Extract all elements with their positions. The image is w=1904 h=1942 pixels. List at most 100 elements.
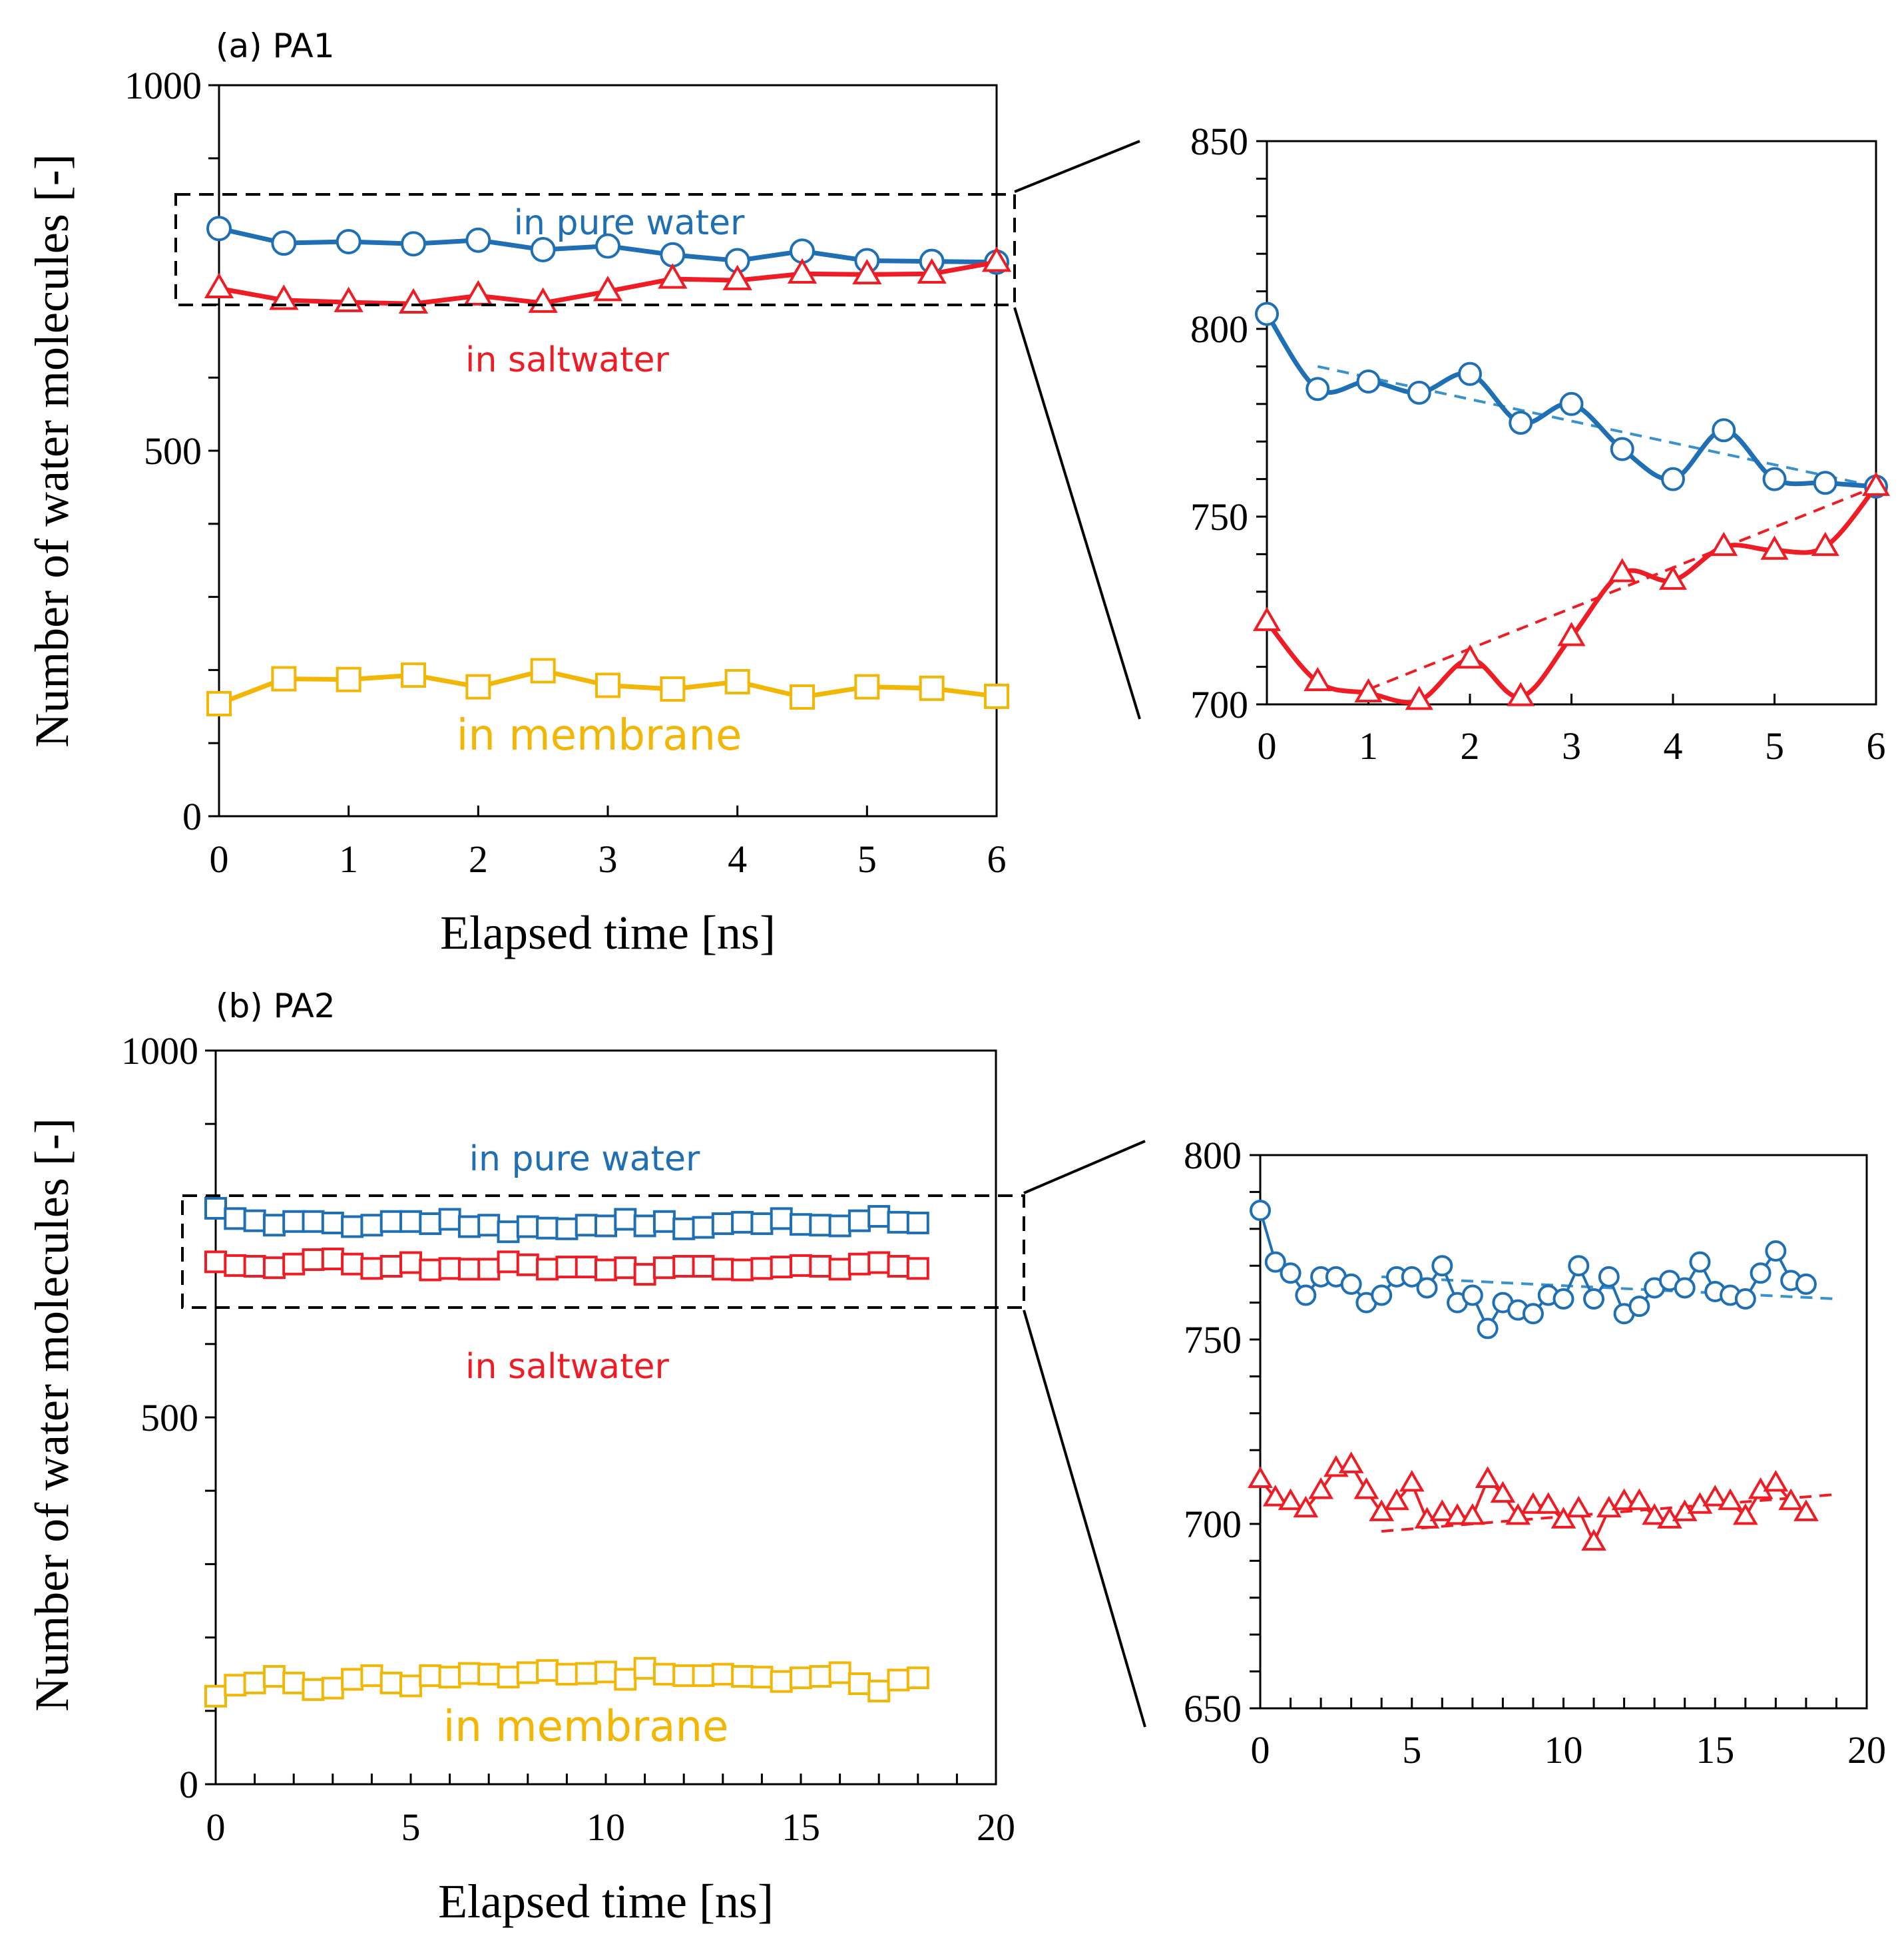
b_zoom-point-in-pure-water bbox=[1628, 1296, 1650, 1318]
b_main-point-in-pure-water bbox=[360, 1214, 383, 1237]
b_main-point-in-membrane bbox=[321, 1676, 344, 1700]
b-main-ticks: 0 5 10 15 20 0 500 1000 bbox=[121, 1029, 1015, 1849]
a_main-ytick-label: 500 bbox=[144, 429, 202, 473]
a-zoom-plot-frame bbox=[1266, 140, 1877, 706]
b_main-point-in-membrane bbox=[692, 1664, 715, 1687]
b_zoom-point-in-saltwater bbox=[1535, 1492, 1561, 1514]
a-annot-saltwater: in saltwater bbox=[465, 340, 670, 380]
b_main-point-in-saltwater bbox=[419, 1258, 442, 1282]
b_zoom-point-in-saltwater bbox=[1384, 1488, 1409, 1511]
b_main-point-in-membrane bbox=[419, 1664, 442, 1687]
b_main-point-in-membrane bbox=[536, 1659, 559, 1682]
b_main-point-in-membrane bbox=[790, 1666, 812, 1690]
b_main-point-in-saltwater bbox=[867, 1251, 891, 1274]
b_main-point-in-saltwater bbox=[633, 1263, 656, 1286]
b_main-point-in-pure-water bbox=[477, 1214, 501, 1237]
b_main-point-in-pure-water bbox=[341, 1215, 364, 1238]
b_main-point-in-membrane bbox=[282, 1671, 306, 1694]
b_main-point-in-pure-water bbox=[243, 1209, 266, 1232]
b_main-point-in-saltwater bbox=[282, 1252, 306, 1276]
b_zoom-point-in-saltwater bbox=[1521, 1492, 1546, 1514]
b_main-point-in-membrane bbox=[595, 1660, 617, 1684]
panel-a-label: (a) PA1 bbox=[216, 27, 335, 65]
b_main-point-in-saltwater bbox=[731, 1258, 754, 1282]
a_zoom-point-in-pure-water bbox=[1509, 411, 1533, 435]
b_main-point-in-saltwater bbox=[360, 1257, 383, 1280]
b_zoom-point-in-saltwater bbox=[1550, 1507, 1576, 1529]
b_zoom-ytick-label: 650 bbox=[1184, 1687, 1242, 1730]
b_zoom-point-in-saltwater bbox=[1399, 1469, 1425, 1492]
b_main-point-in-saltwater bbox=[457, 1258, 481, 1281]
b_main-point-in-saltwater bbox=[262, 1256, 286, 1280]
b_main-point-in-saltwater bbox=[711, 1258, 734, 1281]
b_main-xtick-label: 0 bbox=[206, 1806, 226, 1849]
b_zoom-point-in-pure-water bbox=[1340, 1273, 1362, 1295]
a-zoom-connector-bottom bbox=[1013, 307, 1141, 720]
b_zoom-point-in-saltwater bbox=[1445, 1503, 1470, 1525]
b_main-point-in-pure-water bbox=[809, 1214, 832, 1237]
b_main-point-in-saltwater bbox=[887, 1254, 910, 1278]
a_main-point-in-saltwater bbox=[722, 264, 752, 290]
a_zoom-ytick-label: 700 bbox=[1190, 683, 1248, 726]
b_main-point-in-pure-water bbox=[379, 1210, 403, 1233]
b_main-point-in-pure-water bbox=[555, 1217, 579, 1240]
b_main-point-in-saltwater bbox=[906, 1257, 929, 1280]
b_main-point-in-saltwater bbox=[595, 1258, 617, 1282]
b_zoom-trendline-in-pure-water bbox=[1381, 1275, 1837, 1301]
b_main-point-in-saltwater bbox=[750, 1257, 774, 1280]
b_zoom-point-in-saltwater bbox=[1778, 1488, 1803, 1511]
b_main-point-in-membrane bbox=[906, 1666, 929, 1690]
b_main-point-in-saltwater bbox=[379, 1254, 403, 1278]
a_zoom-point-in-saltwater bbox=[1304, 666, 1332, 692]
a-main-x-axis-label: Elapsed time [ns] bbox=[440, 906, 776, 959]
b_zoom-point-in-saltwater bbox=[1353, 1477, 1379, 1499]
a_main-point-in-saltwater bbox=[593, 276, 623, 302]
b-zoom-ticks: 0 5 10 15 20 650 700 750 800 bbox=[1184, 1134, 1886, 1772]
b_main-point-in-pure-water bbox=[652, 1210, 676, 1233]
a-main-series bbox=[204, 216, 1012, 716]
b_main-point-in-membrane bbox=[809, 1665, 832, 1688]
b_main-point-in-membrane bbox=[243, 1671, 266, 1694]
a_main-point-in-membrane bbox=[660, 676, 686, 702]
b_main-point-in-pure-water bbox=[224, 1207, 247, 1230]
a_main-point-in-saltwater bbox=[917, 258, 947, 284]
b_main-point-in-saltwater bbox=[497, 1250, 520, 1274]
b-annot-membrane: in membrane bbox=[443, 1702, 729, 1752]
a_zoom-xtick-label: 5 bbox=[1765, 724, 1784, 768]
a_zoom-point-in-pure-water bbox=[1306, 377, 1330, 401]
b_main-xtick-label: 15 bbox=[782, 1806, 820, 1849]
b_main-point-in-pure-water bbox=[867, 1205, 891, 1228]
a_zoom-point-in-saltwater bbox=[1760, 535, 1789, 560]
b_zoom-point-in-saltwater bbox=[1459, 1503, 1485, 1525]
a_zoom-point-in-saltwater bbox=[1405, 685, 1433, 710]
b_main-point-in-pure-water bbox=[790, 1213, 812, 1236]
b_main-point-in-membrane bbox=[731, 1665, 754, 1688]
b_main-point-in-membrane bbox=[652, 1662, 676, 1686]
b_main-point-in-pure-water bbox=[828, 1214, 851, 1238]
a_main-point-in-pure-water bbox=[206, 216, 232, 242]
b_zoom-point-in-pure-water bbox=[1568, 1255, 1590, 1277]
b_zoom-point-in-saltwater bbox=[1732, 1503, 1758, 1525]
a_zoom-xtick-label: 4 bbox=[1664, 724, 1683, 768]
a_zoom-point-in-saltwater bbox=[1507, 682, 1535, 706]
b_zoom-point-in-pure-water bbox=[1750, 1262, 1772, 1284]
b_main-point-in-pure-water bbox=[497, 1220, 520, 1244]
a_zoom-trendline-in-saltwater bbox=[1367, 485, 1877, 691]
a_zoom-xtick-label: 2 bbox=[1461, 724, 1480, 768]
b_main-point-in-pure-water bbox=[770, 1207, 793, 1230]
a_main-point-in-pure-water bbox=[465, 227, 491, 253]
b_main-point-in-membrane bbox=[887, 1668, 910, 1692]
a-main-ticks: 0 1 2 3 4 5 6 0 500 1000 bbox=[124, 64, 1007, 881]
b_main-point-in-membrane bbox=[360, 1664, 383, 1687]
b_main-point-in-membrane bbox=[516, 1661, 539, 1684]
b_main-point-in-pure-water bbox=[438, 1208, 461, 1231]
b_main-point-in-membrane bbox=[828, 1661, 851, 1684]
b_zoom-point-in-saltwater bbox=[1718, 1488, 1743, 1511]
b_main-point-in-membrane bbox=[497, 1666, 520, 1689]
b_zoom-point-in-pure-water bbox=[1795, 1273, 1817, 1295]
b-main-y-axis-label: Number of water molecules [-] bbox=[25, 1118, 79, 1712]
b_main-point-in-pure-water bbox=[614, 1208, 637, 1231]
b_zoom-point-in-pure-water bbox=[1674, 1277, 1696, 1299]
a_zoom-point-in-pure-water bbox=[1559, 391, 1584, 416]
